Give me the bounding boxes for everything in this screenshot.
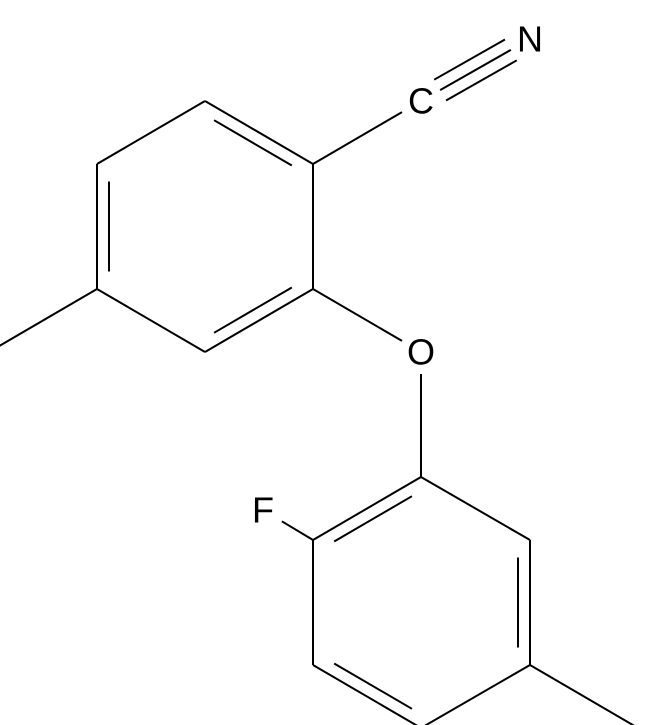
- atom-label-c: C: [408, 81, 434, 122]
- atom-label-o: O: [407, 332, 435, 373]
- atom-label-n: N: [517, 19, 543, 60]
- molecule-diagram: N C O F: [0, 0, 668, 725]
- atom-label-f: F: [252, 490, 274, 531]
